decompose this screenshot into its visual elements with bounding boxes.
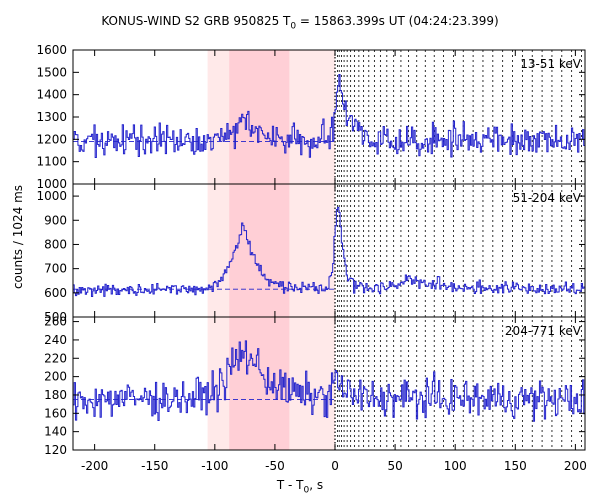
y-tick-label: 160 [44,406,67,420]
energy-band-label: 51-204 keV [513,191,582,205]
y-tick-label: 800 [44,237,67,251]
y-tick-label: 200 [44,370,67,384]
light-curve-series [73,206,586,298]
x-tick-label: 0 [331,459,339,473]
x-axis-label-suffix: , s [309,478,324,492]
y-axis-label: counts / 1024 ms [11,184,25,290]
chart-title-suffix: = 15863.399s UT (04:24:23.399) [296,14,499,28]
panel-frame [72,316,586,451]
x-tick-label: -150 [141,459,168,473]
chart-title: KONUS-WIND S2 GRB 950825 T0 = 15863.399s… [0,14,600,31]
energy-band-label: 204-771 keV [505,324,582,338]
x-tick-label: 150 [504,459,527,473]
y-tick-label: 1000 [36,177,67,191]
y-tick-label: 1300 [36,110,67,124]
y-tick-label: 1000 [36,189,67,203]
y-tick-label: 140 [44,425,67,439]
y-tick-label: 1600 [36,43,67,57]
panel-2: 500 600 700 800 900 1000 51-204 keV [36,183,586,324]
x-axis-label-text: T - T [276,478,304,492]
x-tick-label: 100 [444,459,467,473]
x-tick-label: -200 [81,459,108,473]
energy-band-label: 13-51 keV [520,57,582,71]
y-tick-label: 220 [44,351,67,365]
y-tick-label: 260 [44,315,67,329]
y-tick-label: 240 [44,333,67,347]
y-tick-label: 120 [44,443,67,457]
y-tick-label: 1100 [36,155,67,169]
y-tick-label: 1400 [36,88,67,102]
y-tick-label: 900 [44,213,67,227]
panel-3: 120 140 160 180 200 220 240 260 204-771 keV [44,315,586,457]
y-tick-label: 180 [44,388,67,402]
y-tick-label: 700 [44,262,67,276]
x-axis-label-subscript: 0 [303,485,310,496]
x-axis-label: T - T0, s [0,478,600,495]
burst-interval-band [229,50,290,450]
y-tick-label: 1500 [36,65,67,79]
y-tick-label: 500 [44,310,67,324]
light-curve-series [73,340,586,422]
x-tick-label: 200 [564,459,587,473]
y-tick-label: 1200 [36,132,67,146]
chart-title-text: KONUS-WIND S2 GRB 950825 T [101,14,291,28]
light-curve-series [73,73,586,158]
x-tick-label: 50 [387,459,402,473]
x-tick-label: -100 [201,459,228,473]
chart-title-subscript: 0 [290,21,297,32]
y-tick-label: 600 [44,286,67,300]
x-tick-label: -50 [265,459,285,473]
